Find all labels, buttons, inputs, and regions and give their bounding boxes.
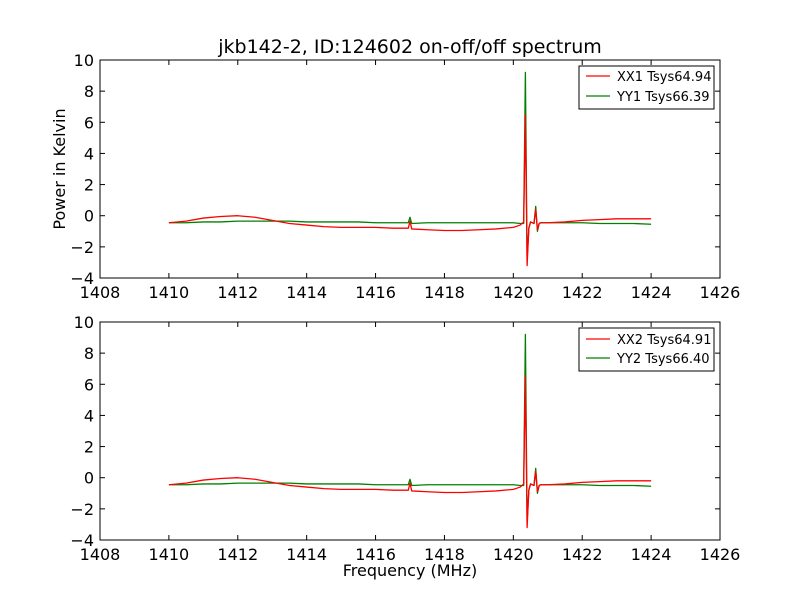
top-panel-legend-box (578, 65, 715, 110)
x-tick-label: 1420 (493, 545, 534, 564)
x-tick-label: 1422 (562, 283, 603, 302)
bottom-panel-x-axis-label: Frequency (MHz) (343, 561, 477, 580)
y-tick-label: 8 (84, 82, 94, 101)
y-tick-label: −4 (70, 531, 94, 550)
y-tick-label: −2 (70, 238, 94, 257)
xx-series-line (168, 375, 652, 529)
x-tick-label: 1414 (286, 283, 327, 302)
x-tick-label: 1418 (424, 545, 465, 564)
x-tick-label: 1412 (217, 283, 258, 302)
y-tick-label: −4 (70, 269, 94, 288)
y-tick-label: 2 (84, 176, 94, 195)
x-tick-label: 1426 (700, 545, 741, 564)
x-tick-label: 1424 (631, 545, 672, 564)
bottom-panel-legend-label-yy2: YY2 Tsys66.40 (616, 352, 710, 367)
x-tick-label: 1410 (149, 283, 190, 302)
top-panel-legend: XX1 Tsys64.94 YY1 Tsys66.39 (578, 65, 715, 110)
x-tick-label: 1418 (424, 283, 465, 302)
y-tick-label: 4 (84, 144, 94, 163)
x-tick-label: 1416 (355, 283, 396, 302)
bottom-panel-series (168, 333, 652, 529)
bottom-panel-legend-label-xx2: XX2 Tsys64.91 (617, 333, 711, 348)
top-panel-y-axis-label: Power in Kelvin (50, 108, 69, 229)
y-tick-label: 4 (84, 406, 94, 425)
y-tick-label: 0 (84, 207, 94, 226)
x-tick-label: 1426 (700, 283, 741, 302)
y-tick-label: 6 (84, 375, 94, 394)
top-panel-ticks: 1408 1410 1412 1414 1416 1418 1420 1422 1424 1426… (70, 51, 740, 302)
y-tick-label: 6 (84, 113, 94, 132)
x-tick-label: 1424 (631, 283, 672, 302)
x-tick-label: 1412 (217, 545, 258, 564)
top-panel-legend-label-xx1: XX1 Tsys64.94 (617, 70, 711, 85)
y-tick-label: 2 (84, 438, 94, 457)
top-panel-frame (99, 59, 721, 279)
top-panel: jkb142-2, ID:124602 on-off/off spectrum … (50, 36, 740, 302)
x-tick-label: 1422 (562, 545, 603, 564)
y-tick-label: −2 (70, 500, 94, 519)
y-tick-label: 10 (74, 313, 94, 332)
xx-series-line (168, 113, 652, 267)
bottom-panel-legend: XX2 Tsys64.91 YY2 Tsys66.40 (578, 327, 715, 372)
y-tick-label: 8 (84, 344, 94, 363)
top-panel-series (168, 71, 652, 267)
x-tick-label: 1420 (493, 283, 534, 302)
top-panel-legend-label-yy1: YY1 Tsys66.39 (616, 90, 710, 105)
bottom-panel-frame (99, 321, 721, 541)
x-tick-label: 1410 (149, 545, 190, 564)
y-tick-label: 10 (74, 51, 94, 70)
x-tick-label: 1408 (80, 283, 121, 302)
y-tick-label: 0 (84, 469, 94, 488)
x-tick-label: 1408 (80, 545, 121, 564)
x-tick-label: 1416 (355, 545, 396, 564)
x-tick-label: 1414 (286, 545, 327, 564)
bottom-panel-legend-box (578, 327, 715, 372)
top-panel-title: jkb142-2, ID:124602 on-off/off spectrum (217, 36, 602, 58)
bottom-panel: Frequency (MHz) 1408 1410 1412 1414 1416 1418… (70, 313, 740, 580)
